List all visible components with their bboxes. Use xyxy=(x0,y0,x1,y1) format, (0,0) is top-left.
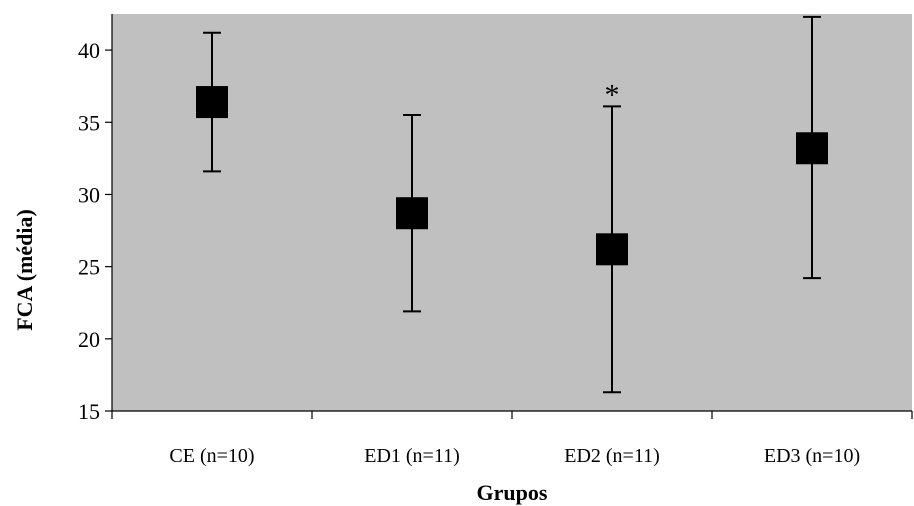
y-tick-label: 30 xyxy=(78,182,100,207)
y-axis: 15 20 25 30 35 40 xyxy=(78,14,113,424)
data-point-marker xyxy=(596,233,628,266)
data-marks: * xyxy=(196,15,828,394)
plot-area xyxy=(112,14,912,411)
x-axis-title: Grupos xyxy=(477,480,548,505)
data-point-marker xyxy=(396,197,428,230)
x-category-label: ED2 (n=11) xyxy=(564,445,660,467)
significance-asterisk: * xyxy=(605,78,620,111)
y-tick-label: 35 xyxy=(78,110,100,135)
y-tick-label: 25 xyxy=(78,255,100,280)
x-axis: CE (n=10) ED1 (n=11) ED2 (n=11) ED3 (n=10) xyxy=(111,410,913,467)
y-tick-label: 40 xyxy=(78,38,100,63)
y-tick-label: 15 xyxy=(78,399,100,424)
x-category-label: CE (n=10) xyxy=(169,445,254,467)
data-point-marker xyxy=(796,132,828,165)
data-point-marker xyxy=(196,86,228,119)
y-axis-title: FCA (média) xyxy=(12,209,37,331)
x-category-label: ED1 (n=11) xyxy=(364,445,460,467)
x-category-label: ED3 (n=10) xyxy=(764,445,860,467)
y-tick-label: 20 xyxy=(78,327,100,352)
